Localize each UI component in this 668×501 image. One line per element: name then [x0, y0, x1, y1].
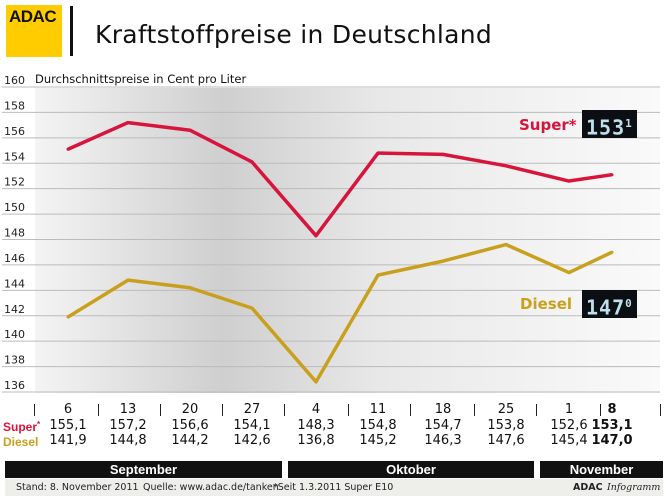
data-label-super: 157,2	[109, 418, 147, 433]
data-point	[610, 250, 614, 254]
data-label-super: 155,1	[49, 418, 87, 433]
data-label-diesel: 144,8	[109, 433, 147, 448]
data-label-diesel: 142,6	[233, 433, 271, 448]
page-title: Kraftstoffpreise in Deutschland	[95, 20, 493, 49]
column-separator	[34, 404, 35, 416]
column-separator	[284, 404, 285, 416]
month-november: November	[540, 461, 663, 478]
x-tick-label: 25	[497, 402, 515, 417]
data-point	[441, 259, 445, 263]
data-point	[126, 278, 130, 282]
y-tick-label: 142	[4, 303, 25, 316]
column-separator	[410, 404, 411, 416]
data-label-diesel: 145,2	[359, 433, 397, 448]
x-tick-label: 4	[311, 402, 321, 417]
data-label-diesel: 141,9	[49, 433, 87, 448]
background-photo	[35, 88, 660, 393]
line-chart: 160 158 156 154 152 150 148 146 144 142 140 138 136	[2, 74, 660, 393]
y-tick-label: 156	[4, 125, 25, 138]
y-tick-label: 144	[4, 277, 25, 290]
data-point	[314, 234, 318, 238]
y-tick-label: 158	[4, 99, 25, 112]
column-separator	[536, 404, 537, 416]
data-point	[441, 152, 445, 156]
data-point	[250, 306, 254, 310]
x-tick-label: 1	[564, 402, 574, 417]
footnote: *Seit 1.3.2011 Super E10	[273, 482, 394, 493]
data-label-diesel: 144,2	[171, 433, 209, 448]
x-tick-label: 6	[63, 402, 73, 417]
y-tick-label: 136	[4, 379, 25, 392]
data-point	[66, 147, 70, 151]
data-label-super: 152,6	[550, 418, 588, 433]
data-point	[376, 151, 380, 155]
month-oktober: Oktober	[288, 461, 534, 478]
data-point	[610, 173, 614, 177]
data-point	[188, 286, 192, 290]
data-point	[504, 164, 508, 168]
data-label-diesel: 146,3	[424, 433, 462, 448]
month-september: September	[5, 461, 282, 478]
y-tick-label: 148	[4, 227, 25, 240]
data-label-super: 148,3	[297, 418, 335, 433]
y-tick-label: 152	[4, 176, 25, 189]
y-tick-label: 146	[4, 252, 25, 265]
data-label-super: 154,7	[424, 418, 462, 433]
brand-infogramm: Infogramm	[607, 482, 661, 493]
x-tick-label: 20	[181, 402, 199, 417]
divider	[70, 6, 73, 56]
data-label-super: 154,8	[359, 418, 397, 433]
diesel-price-display: 1470	[582, 290, 637, 320]
x-tick-label: 27	[243, 402, 261, 417]
data-point	[66, 315, 70, 319]
data-point	[126, 121, 130, 125]
brand: ADAC	[573, 482, 603, 493]
stand-date: Stand: 8. November 2011	[16, 482, 139, 493]
column-separator	[660, 404, 661, 416]
series-line-diesel	[67, 242, 613, 384]
data-label-diesel: 136,8	[297, 433, 335, 448]
row-label-super: Super*	[3, 420, 41, 434]
footer: Stand: 8. November 2011 Quelle: www.adac…	[5, 479, 663, 496]
y-tick-label: 150	[4, 201, 25, 214]
data-label-super: 156,6	[171, 418, 209, 433]
row-label-diesel: Diesel	[3, 435, 39, 449]
series-line-super	[67, 120, 613, 238]
x-tick-label: 8	[607, 402, 617, 417]
data-label-super: 153,8	[487, 418, 525, 433]
adac-logo: ADAC	[6, 5, 62, 57]
data-point	[504, 243, 508, 247]
data-label-super: 154,1	[233, 418, 271, 433]
column-separator	[98, 404, 99, 416]
column-separator	[160, 404, 161, 416]
chart-subtitle: Durchschnittspreise in Cent pro Liter	[35, 72, 247, 86]
data-point	[376, 273, 380, 277]
column-separator	[600, 404, 601, 416]
y-tick-label: 138	[4, 354, 25, 367]
data-point	[188, 128, 192, 132]
x-tick-label: 18	[434, 402, 452, 417]
data-label-super: 153,1	[591, 418, 633, 433]
legend-super: Super*	[519, 116, 577, 134]
data-label-diesel: 147,0	[591, 433, 633, 448]
super-price-display: 1531	[582, 110, 637, 140]
data-point	[250, 160, 254, 164]
source: Quelle: www.adac.de/tanken	[143, 482, 279, 493]
y-tick-label: 160	[4, 74, 25, 87]
x-tick-label: 11	[369, 402, 387, 417]
data-point	[567, 271, 571, 275]
y-tick-label: 154	[4, 150, 25, 163]
data-label-diesel: 145,4	[550, 433, 588, 448]
column-separator	[474, 404, 475, 416]
column-separator	[348, 404, 349, 416]
x-tick-label: 13	[119, 402, 137, 417]
column-separator	[222, 404, 223, 416]
data-label-diesel: 147,6	[487, 433, 525, 448]
data-point	[567, 179, 571, 183]
legend-diesel: Diesel	[520, 295, 573, 313]
y-tick-label: 140	[4, 328, 25, 341]
data-point	[314, 380, 318, 384]
